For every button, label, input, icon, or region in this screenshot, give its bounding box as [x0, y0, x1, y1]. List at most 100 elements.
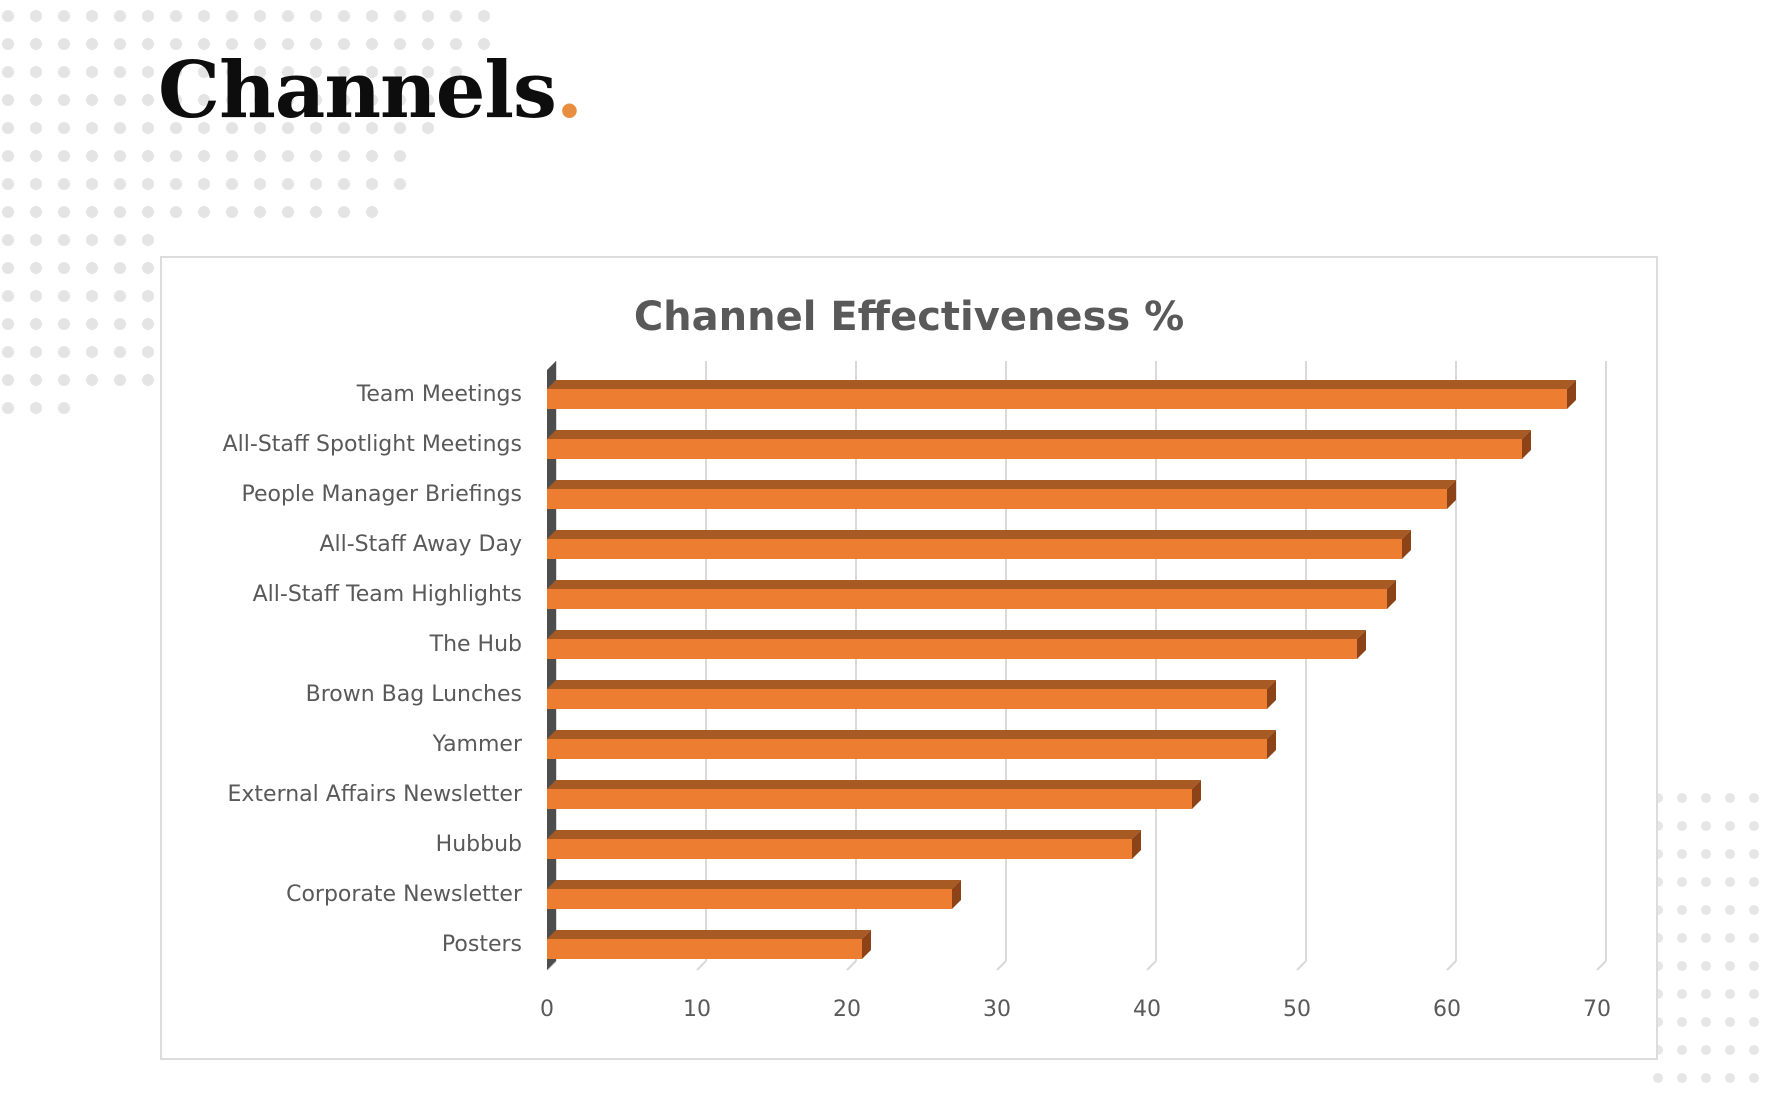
page-title: Channels. — [158, 52, 583, 130]
pattern-dot — [58, 10, 70, 22]
bar-end-face — [1192, 780, 1201, 809]
bar-front-face — [547, 389, 1567, 409]
bar-front-face — [547, 589, 1387, 609]
pattern-dot — [58, 234, 70, 246]
pattern-dot — [450, 10, 462, 22]
pattern-dot — [1749, 933, 1759, 943]
y-category-label: All-Staff Team Highlights — [253, 582, 522, 607]
bar — [547, 530, 1411, 559]
bar — [547, 630, 1366, 659]
x-tick-label: 70 — [1583, 997, 1611, 1022]
pattern-dot — [2, 318, 14, 330]
bar-front-face — [547, 889, 952, 909]
bar — [547, 730, 1276, 759]
pattern-dot — [254, 150, 266, 162]
gridline-floor — [1596, 960, 1607, 971]
pattern-dot — [226, 206, 238, 218]
bar-top-face — [547, 780, 1201, 789]
bar-front-face — [547, 789, 1192, 809]
pattern-dot — [114, 94, 126, 106]
pattern-dot — [58, 206, 70, 218]
pattern-dot — [1725, 1073, 1735, 1083]
pattern-dot — [86, 318, 98, 330]
pattern-dot — [2, 38, 14, 50]
bar — [547, 930, 871, 959]
pattern-dot — [1677, 933, 1687, 943]
pattern-dot — [1749, 1045, 1759, 1055]
pattern-dot — [1749, 989, 1759, 999]
pattern-dot — [366, 206, 378, 218]
pattern-dot — [58, 346, 70, 358]
bar — [547, 580, 1396, 609]
pattern-dot — [114, 122, 126, 134]
gridline-floor — [846, 960, 857, 971]
gridline-floor — [1296, 960, 1307, 971]
pattern-dot — [226, 10, 238, 22]
bar — [547, 430, 1531, 459]
pattern-dot — [170, 206, 182, 218]
y-category-label: Yammer — [432, 732, 523, 757]
pattern-dot — [86, 150, 98, 162]
bar-top-face — [547, 830, 1141, 839]
bar-top-face — [547, 680, 1276, 689]
pattern-dot — [30, 66, 42, 78]
pattern-dot — [1725, 821, 1735, 831]
pattern-dot — [1725, 877, 1735, 887]
pattern-dot — [1725, 961, 1735, 971]
pattern-dot — [142, 66, 154, 78]
pattern-dot — [1749, 1017, 1759, 1027]
gridline-floor — [1446, 960, 1457, 971]
pattern-dot — [254, 178, 266, 190]
bar-front-face — [547, 739, 1267, 759]
pattern-dot — [2, 178, 14, 190]
bar-top-face — [547, 580, 1396, 589]
pattern-dot — [58, 290, 70, 302]
pattern-dot — [2, 374, 14, 386]
pattern-dot — [1725, 905, 1735, 915]
pattern-dot — [2, 262, 14, 274]
pattern-dot — [30, 122, 42, 134]
pattern-dot — [114, 150, 126, 162]
pattern-dot — [310, 206, 322, 218]
x-tick-label: 20 — [833, 997, 861, 1022]
pattern-dot — [1749, 1073, 1759, 1083]
pattern-dot — [478, 10, 490, 22]
pattern-dot — [2, 346, 14, 358]
pattern-dot — [366, 10, 378, 22]
pattern-dot — [1701, 877, 1711, 887]
pattern-dot — [30, 94, 42, 106]
pattern-dot — [30, 374, 42, 386]
gridline-floor — [996, 960, 1007, 971]
pattern-dot — [2, 66, 14, 78]
pattern-dot — [170, 178, 182, 190]
bar-chart: Channel Effectiveness % 0 10 20 30 40 50 60 70 Te… — [223, 294, 1611, 1022]
pattern-dot — [1701, 1073, 1711, 1083]
pattern-dot — [282, 150, 294, 162]
pattern-dot — [142, 290, 154, 302]
pattern-dot — [310, 10, 322, 22]
pattern-dot — [1677, 1045, 1687, 1055]
pattern-dot — [1701, 1017, 1711, 1027]
pattern-dot — [1701, 961, 1711, 971]
pattern-dot — [1677, 849, 1687, 859]
pattern-dot — [226, 178, 238, 190]
bar-top-face — [547, 480, 1456, 489]
bar-end-face — [1132, 830, 1141, 859]
decorative-dot-pattern-bottom — [1653, 793, 1759, 1083]
pattern-dot — [282, 206, 294, 218]
pattern-dot — [58, 178, 70, 190]
pattern-dot — [1749, 961, 1759, 971]
pattern-dot — [142, 178, 154, 190]
pattern-dot — [1749, 821, 1759, 831]
pattern-dot — [114, 290, 126, 302]
pattern-dot — [86, 290, 98, 302]
pattern-dot — [1701, 933, 1711, 943]
pattern-dot — [282, 178, 294, 190]
pattern-dot — [1701, 821, 1711, 831]
pattern-dot — [58, 374, 70, 386]
bar — [547, 880, 961, 909]
pattern-dot — [58, 150, 70, 162]
x-tick-label: 50 — [1283, 997, 1311, 1022]
pattern-dot — [30, 206, 42, 218]
bar — [547, 780, 1201, 809]
